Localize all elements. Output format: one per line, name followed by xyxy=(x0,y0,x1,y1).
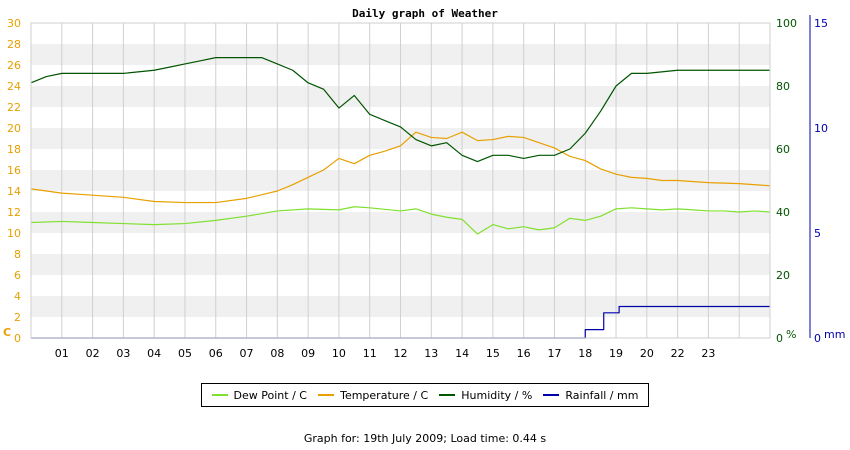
graph-footer: Graph for: 19th July 2009; Load time: 0.… xyxy=(303,432,547,445)
legend-swatch-humidity xyxy=(439,394,456,396)
humidity-tick-label: 20 xyxy=(776,269,790,282)
series-line-humidity xyxy=(30,57,770,163)
chart-legend: Dew Point / C Temperature / C Humidity /… xyxy=(201,383,649,407)
humidity-tick-label: 40 xyxy=(776,206,790,219)
x-tick-label: 19 xyxy=(609,347,623,360)
left-tick-label: 2 xyxy=(14,311,21,324)
x-tick-label: 11 xyxy=(363,347,377,360)
rainfall-axis-ticks: 0 5 10 15 xyxy=(814,17,828,345)
rainfall-axis-unit: mm xyxy=(824,328,845,341)
rainfall-tick-label: 10 xyxy=(814,122,828,135)
humidity-tick-label: 60 xyxy=(776,143,790,156)
rainfall-tick-label: 5 xyxy=(814,227,821,240)
x-tick-label: 16 xyxy=(517,347,531,360)
legend-swatch-dew-point xyxy=(211,394,228,396)
x-tick-label: 04 xyxy=(147,347,161,360)
humidity-tick-label: 0 xyxy=(776,332,783,345)
left-tick-label: 16 xyxy=(7,164,21,177)
chart-title: Daily graph of Weather xyxy=(352,7,498,20)
left-tick-label: 14 xyxy=(7,185,21,198)
series-line-rainfall xyxy=(31,305,770,339)
left-tick-label: 24 xyxy=(7,80,21,93)
x-tick-label: 18 xyxy=(578,347,592,360)
legend-item-rainfall: Rainfall / mm xyxy=(543,389,638,402)
legend-item-temperature: Temperature / C xyxy=(318,389,428,402)
x-tick-label: 03 xyxy=(116,347,130,360)
x-axis-ticks: 01 02 03 04 05 06 07 08 09 10 11 12 13 14 15 16 17 18 19 20… xyxy=(55,347,716,360)
series-line-dew-point xyxy=(30,206,771,235)
x-tick-label: 10 xyxy=(332,347,346,360)
rainfall-tick-label: 15 xyxy=(814,17,828,30)
legend-label-humidity: Humidity / % xyxy=(461,388,533,402)
legend-label-dew-point: Dew Point / C xyxy=(233,388,307,402)
legend-swatch-rainfall xyxy=(543,394,560,396)
x-tick-label: 09 xyxy=(301,347,315,360)
series-line-temperature xyxy=(30,131,771,204)
legend-item-dew-point: Dew Point / C xyxy=(211,388,307,402)
humidity-tick-label: 100 xyxy=(776,17,797,30)
left-tick-label: 22 xyxy=(7,101,21,114)
left-tick-label: 0 xyxy=(14,332,21,345)
left-tick-label: 18 xyxy=(7,143,21,156)
legend-label-rainfall: Rainfall / mm xyxy=(565,388,639,402)
x-tick-label: 17 xyxy=(547,347,561,360)
left-tick-label: 20 xyxy=(7,122,21,135)
left-tick-label: 6 xyxy=(14,269,21,282)
x-tick-label: 12 xyxy=(394,347,408,360)
left-tick-label: 10 xyxy=(7,227,21,240)
x-tick-label: 08 xyxy=(270,347,284,360)
left-tick-label: 30 xyxy=(7,17,21,30)
x-tick-label: 07 xyxy=(240,347,254,360)
legend-label-temperature: Temperature / C xyxy=(340,388,429,402)
humidity-axis-unit: % xyxy=(786,328,796,341)
plot-frame xyxy=(30,22,771,339)
x-tick-label: 02 xyxy=(86,347,100,360)
x-tick-label: 06 xyxy=(209,347,223,360)
vertical-gridlines xyxy=(61,23,740,338)
x-tick-label: 13 xyxy=(424,347,438,360)
x-tick-label: 23 xyxy=(701,347,715,360)
left-tick-label: 26 xyxy=(7,59,21,72)
x-tick-label: 20 xyxy=(640,347,654,360)
series-layer xyxy=(30,57,771,339)
x-tick-label: 01 xyxy=(55,347,69,360)
left-tick-label: 8 xyxy=(14,248,21,261)
x-tick-label: 15 xyxy=(486,347,500,360)
legend-swatch-temperature xyxy=(318,394,335,396)
humidity-tick-label: 80 xyxy=(776,80,790,93)
legend-item-humidity: Humidity / % xyxy=(439,389,532,402)
x-tick-label: 22 xyxy=(671,347,685,360)
left-tick-label: 28 xyxy=(7,38,21,51)
left-axis-unit: C xyxy=(3,326,11,339)
x-tick-label: 05 xyxy=(178,347,192,360)
left-tick-label: 12 xyxy=(7,206,21,219)
left-tick-label: 4 xyxy=(14,290,21,303)
x-tick-label: 14 xyxy=(455,347,469,360)
humidity-axis-ticks: 0 20 40 60 80 100 xyxy=(776,17,797,345)
rainfall-tick-label: 0 xyxy=(814,332,821,345)
